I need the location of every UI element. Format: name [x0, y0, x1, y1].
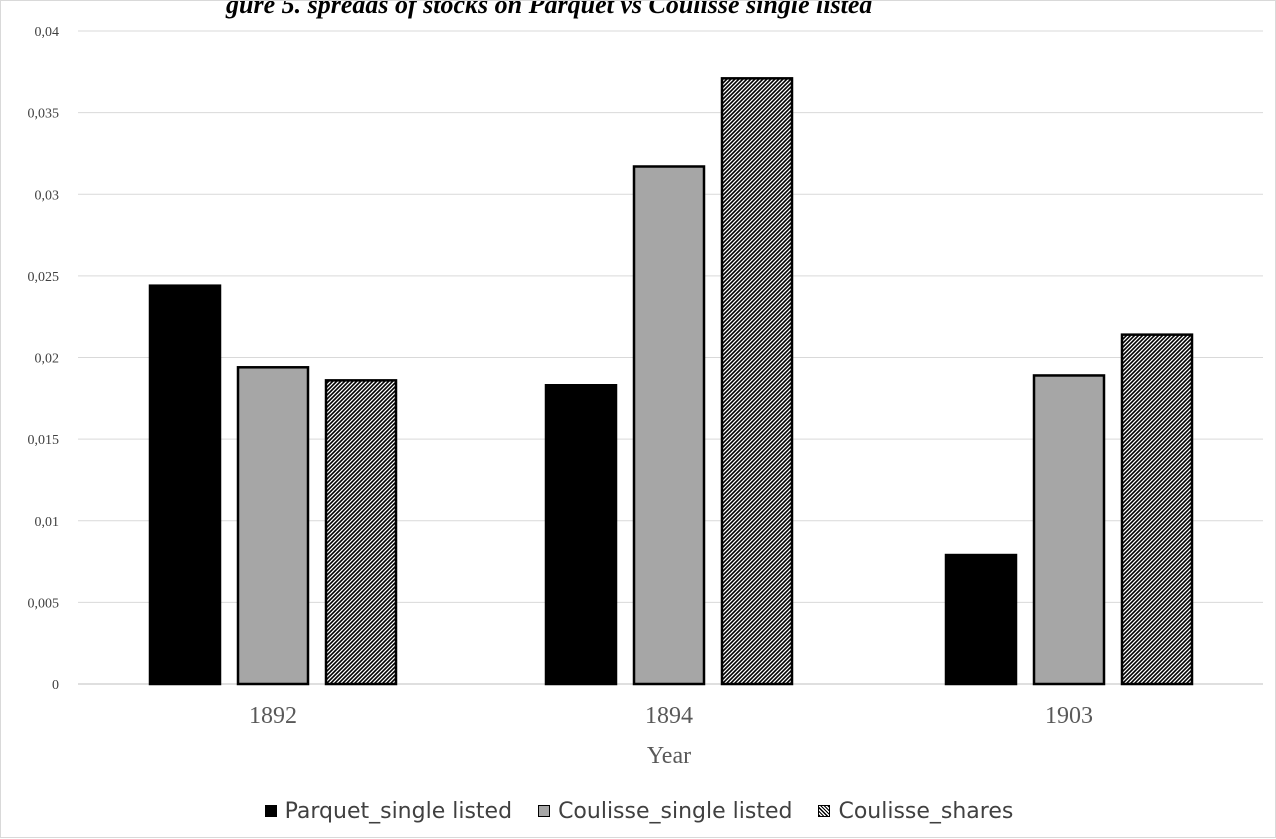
y-tick-label: 0,02	[35, 352, 60, 367]
y-tick-label: 0,01	[35, 515, 60, 530]
bar-coulisse-shares-1894	[720, 77, 794, 686]
legend-item: Coulisse_single listed	[538, 799, 792, 824]
y-tick-label: 0,035	[28, 107, 60, 122]
y-tick-label: 0	[52, 678, 59, 693]
legend-label: Coulisse_shares	[838, 798, 1014, 824]
bar-parquet-single-listed-1892	[148, 284, 222, 686]
y-axis-tick-labels: 0 0,005 0,01 0,015 0,02 0,025 0,03 0,035 0,04	[28, 25, 60, 693]
legend-item: Parquet_single listed	[264, 798, 513, 824]
y-tick-label: 0,04	[35, 25, 60, 40]
bar-coulisse-shares-1892	[324, 379, 398, 686]
legend-swatch	[538, 805, 551, 817]
x-axis-title: Year	[647, 743, 691, 769]
bar-parquet-single-listed-1903	[944, 553, 1018, 686]
bar-coulisse-shares-1903	[1120, 333, 1194, 686]
legend-item: Coulisse_shares	[818, 799, 1013, 824]
bar-parquet-single-listed-1894	[544, 384, 618, 686]
bar-coulisse-single-listed-1894	[632, 165, 706, 686]
legend-swatch	[818, 805, 831, 817]
y-tick-label: 0,015	[28, 433, 60, 448]
legend: Parquet_single listed Coulisse_single lis…	[1, 793, 1276, 829]
legend-label: Coulisse_single listed	[558, 798, 793, 824]
bar-coulisse-single-listed-1903	[1032, 374, 1106, 686]
x-axis-tick-labels: 1892 1894 1903	[249, 703, 1093, 729]
x-tick-label: 1894	[645, 703, 693, 729]
legend-label: Parquet_single listed	[284, 798, 513, 824]
legend-swatch	[264, 805, 277, 817]
bars	[148, 77, 1194, 686]
y-tick-label: 0,025	[28, 270, 60, 285]
chart-title: gure 5. spreads of stocks on Parquet vs …	[225, 1, 873, 19]
bar-coulisse-single-listed-1892	[236, 366, 310, 686]
x-tick-label: 1903	[1045, 703, 1093, 729]
y-tick-label: 0,03	[35, 188, 60, 203]
y-tick-label: 0,005	[28, 596, 60, 611]
x-tick-label: 1892	[249, 703, 297, 729]
